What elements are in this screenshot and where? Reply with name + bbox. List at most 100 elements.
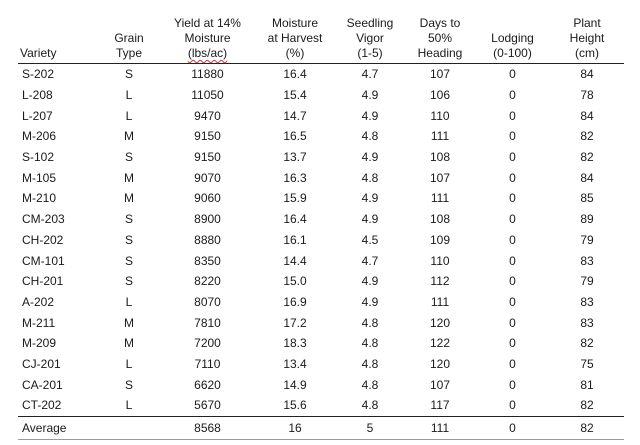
cell-height: 83 — [580, 294, 594, 309]
cell-days: 122 — [429, 336, 451, 351]
cell-moisture: 13.7 — [283, 150, 307, 165]
cell-lodging: 0 — [509, 294, 516, 309]
cell-moisture: 16.9 — [283, 294, 307, 309]
cell-yield: 5670 — [194, 398, 221, 413]
cell-days: 107 — [429, 170, 451, 185]
cell-yield: 9150 — [194, 129, 221, 144]
table-footer: Average 8568 16 5 111 0 82 — [18, 415, 624, 440]
header-vigor: Seedling Vigor (1-5) — [335, 8, 405, 64]
cell-yield: 8350 — [194, 253, 221, 268]
cell-lodging: 0 — [509, 150, 516, 165]
cell-moisture: 16.4 — [283, 212, 307, 227]
cell-vigor: 4.8 — [361, 398, 379, 413]
table-row: M-209 M 7200 18.3 4.8 122 0 82 — [18, 333, 624, 354]
cell-vigor: 4.8 — [361, 129, 379, 144]
header-grain-type: Grain Type — [98, 8, 160, 64]
cell-vigor: 4.8 — [361, 377, 379, 392]
table-body: S-202 S 11880 16.4 4.7 107 0 84 L-208 L 11050 15.4 4… — [18, 64, 624, 417]
cell-grain-type: L — [125, 108, 133, 123]
cell-lodging: 0 — [509, 336, 516, 351]
cell-moisture: 14.7 — [283, 108, 307, 123]
header-height-line: Plant — [573, 16, 601, 30]
cell-lodging: 0 — [509, 191, 516, 206]
cell-days: 117 — [430, 398, 450, 413]
cell-height: 84 — [580, 108, 594, 123]
cell-lodging: 0 — [509, 232, 516, 247]
cell-moisture: 15.6 — [283, 398, 307, 413]
cell-variety: M-210 — [22, 191, 57, 206]
cell-variety: M-209 — [22, 336, 57, 351]
cell-variety: CH-202 — [22, 232, 64, 247]
average-yield: 8568 — [160, 415, 255, 440]
header-days: Days to 50% Heading — [405, 8, 475, 64]
cell-lodging: 0 — [509, 274, 516, 289]
cell-height: 81 — [580, 377, 594, 392]
cell-vigor: 4.9 — [361, 108, 379, 123]
cell-lodging: 0 — [509, 88, 516, 103]
table-row: M-206 M 9150 16.5 4.8 111 0 82 — [18, 126, 624, 147]
cell-days: 107 — [429, 67, 451, 82]
header-lodging: Lodging (0-100) — [475, 8, 550, 64]
cell-grain-type: S — [124, 67, 133, 82]
cell-yield: 9070 — [194, 170, 221, 185]
table-header: Variety Grain Type Yield at 14% Moisture… — [18, 8, 624, 64]
cell-days: 111 — [430, 191, 450, 206]
header-days-line: Heading — [417, 46, 463, 60]
cell-grain-type: M — [124, 191, 134, 206]
cell-yield: 7810 — [194, 315, 221, 330]
cell-variety: CT-202 — [22, 398, 62, 413]
cell-vigor: 4.9 — [361, 294, 379, 309]
header-height-line: (cm) — [575, 46, 599, 60]
header-vigor-line: Seedling — [346, 16, 394, 30]
header-vigor-line: (1-5) — [357, 46, 383, 60]
cell-days: 106 — [429, 88, 451, 103]
cell-height: 78 — [580, 88, 594, 103]
header-days-line: Days to — [419, 16, 461, 30]
header-yield-unit: (lbs/ac) — [187, 46, 228, 60]
cell-grain-type: L — [125, 398, 133, 413]
cell-moisture: 16.3 — [283, 170, 307, 185]
cell-yield: 6620 — [194, 377, 221, 392]
cell-variety: M-105 — [22, 170, 57, 185]
average-moisture: 16 — [255, 415, 335, 440]
cell-height: 85 — [580, 191, 594, 206]
header-height: Plant Height (cm) — [550, 8, 624, 64]
variety-trial-table: Variety Grain Type Yield at 14% Moisture… — [18, 8, 624, 440]
table-row: L-208 L 11050 15.4 4.9 106 0 78 — [18, 85, 624, 106]
cell-moisture: 14.4 — [283, 253, 307, 268]
header-yield-line: Yield at 14% — [174, 16, 241, 30]
cell-lodging: 0 — [509, 129, 516, 144]
cell-days: 110 — [430, 108, 450, 123]
cell-moisture: 13.4 — [283, 356, 307, 371]
cell-vigor: 4.7 — [361, 253, 379, 268]
cell-lodging: 0 — [509, 356, 516, 371]
cell-vigor: 4.8 — [361, 356, 379, 371]
cell-lodging: 0 — [509, 67, 516, 82]
cell-yield: 11050 — [191, 88, 224, 103]
table-row: M-105 M 9070 16.3 4.8 107 0 84 — [18, 167, 624, 188]
cell-yield: 8880 — [194, 232, 221, 247]
cell-yield: 8220 — [194, 274, 221, 289]
cell-height: 79 — [580, 232, 594, 247]
header-yield: Yield at 14% Moisture (lbs/ac) — [160, 8, 255, 64]
cell-grain-type: M — [124, 170, 134, 185]
cell-moisture: 18.3 — [283, 336, 307, 351]
average-lodging: 0 — [475, 415, 550, 440]
cell-yield: 8070 — [194, 294, 221, 309]
header-yield-line: Moisture — [184, 31, 231, 45]
cell-yield: 7110 — [194, 356, 221, 371]
table-row: CM-203 S 8900 16.4 4.9 108 0 89 — [18, 209, 624, 230]
cell-grain-type: M — [124, 336, 134, 351]
cell-height: 82 — [580, 150, 594, 165]
cell-height: 84 — [580, 170, 594, 185]
table-row: L-207 L 9470 14.7 4.9 110 0 84 — [18, 105, 624, 126]
cell-moisture: 17.2 — [283, 315, 307, 330]
cell-grain-type: S — [124, 253, 133, 268]
cell-height: 75 — [580, 356, 594, 371]
table-row: CH-202 S 8880 16.1 4.5 109 0 79 — [18, 230, 624, 251]
average-row: Average 8568 16 5 111 0 82 — [18, 415, 624, 440]
cell-moisture: 15.9 — [283, 191, 307, 206]
cell-days: 108 — [429, 150, 451, 165]
cell-grain-type: L — [125, 356, 133, 371]
cell-grain-type: S — [124, 232, 133, 247]
